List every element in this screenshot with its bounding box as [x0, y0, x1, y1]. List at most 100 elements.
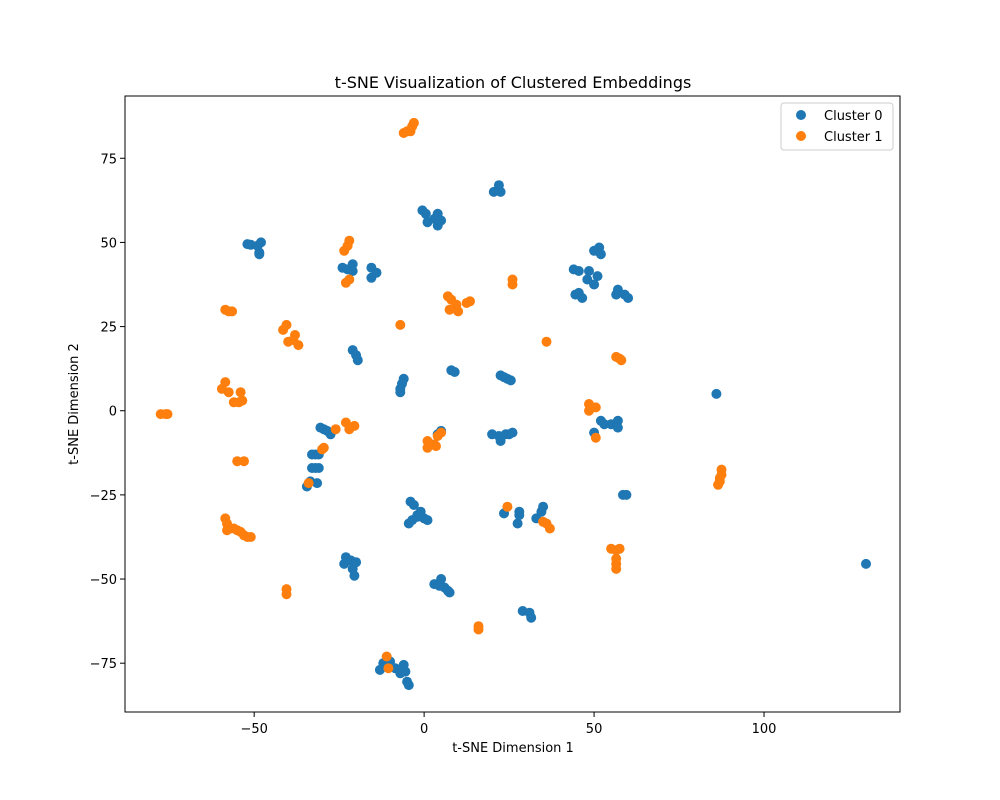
cluster-0-point: [256, 237, 266, 248]
plot-frame: [124, 95, 901, 713]
cluster-1-point: [293, 340, 304, 351]
cluster-1-point: [245, 532, 256, 542]
cluster-1-point: [590, 402, 601, 413]
cluster-0-point: [595, 249, 606, 260]
cluster-1-point: [349, 420, 360, 431]
cluster-0-point: [403, 680, 414, 691]
cluster-1-point: [383, 663, 394, 674]
legend: Cluster 0 Cluster 1: [780, 102, 894, 151]
cluster-0-point: [347, 266, 358, 276]
cluster-0-point: [507, 427, 518, 438]
x-tick-label: −50: [240, 722, 267, 737]
cluster-1-point: [431, 441, 441, 452]
y-tick-label: −75: [90, 657, 117, 672]
cluster-1-point: [616, 355, 627, 366]
legend-box: [780, 102, 894, 151]
cluster-1-point: [344, 274, 355, 285]
cluster-1-point: [381, 651, 392, 662]
cluster-0-point: [422, 515, 433, 526]
cluster-1-point: [502, 501, 513, 512]
y-tick-label: −50: [90, 573, 117, 588]
cluster-1-point: [544, 523, 555, 534]
cluster-0-point: [861, 558, 871, 569]
cluster-1-point: [465, 296, 475, 307]
cluster-0-point: [366, 272, 377, 283]
cluster-1-point: [614, 543, 625, 554]
cluster-1-point: [716, 464, 727, 475]
cluster-1-point: [318, 442, 329, 453]
cluster-1-point: [590, 432, 601, 443]
cluster-1-point: [611, 563, 622, 574]
cluster-1-point: [436, 427, 447, 438]
cluster-0-point: [412, 511, 423, 522]
data-points: [155, 117, 871, 691]
cluster-0-point: [313, 463, 324, 473]
cluster-1-point: [220, 377, 231, 388]
y-axis-ticks: −75 −50 −25 0 25 50 75: [90, 152, 125, 672]
cluster-0-point: [420, 208, 431, 219]
x-tick-label: 0: [420, 722, 428, 737]
cluster-0-point: [592, 271, 603, 282]
cluster-0-point: [408, 500, 419, 510]
cluster-0-point: [611, 289, 622, 300]
cluster-0-point: [351, 557, 362, 568]
x-tick-label: 50: [586, 722, 603, 737]
cluster-0-point: [495, 186, 506, 197]
cluster-0-point: [395, 387, 406, 398]
y-axis-label: t-SNE Dimension 2: [67, 343, 82, 465]
cluster-0-point: [505, 375, 516, 386]
legend-marker-cluster-0: [796, 110, 806, 120]
cluster-0-point: [436, 215, 447, 226]
y-tick-label: 50: [100, 236, 117, 251]
cluster-1-point: [453, 306, 464, 317]
cluster-0-point: [444, 587, 455, 598]
cluster-1-point: [507, 279, 518, 290]
cluster-1-point: [408, 117, 419, 128]
x-axis-label: t-SNE Dimension 1: [452, 741, 574, 756]
cluster-1-point: [541, 336, 552, 347]
cluster-0-point: [577, 293, 588, 303]
cluster-0-point: [397, 664, 407, 675]
cluster-0-point: [612, 422, 623, 433]
cluster-0-point: [621, 489, 632, 500]
cluster-0-point: [312, 478, 323, 489]
cluster-1-point: [239, 456, 249, 467]
cluster-0-point: [623, 293, 634, 303]
cluster-0-point: [449, 367, 460, 377]
cluster-1-point: [290, 330, 300, 340]
cluster-1-point: [233, 397, 244, 408]
y-tick-label: 75: [100, 152, 117, 167]
cluster-0-point: [711, 388, 722, 399]
cluster-0-point: [352, 355, 363, 366]
cluster-0-point: [512, 518, 523, 529]
cluster-0-point: [573, 266, 584, 276]
cluster-0-point: [254, 249, 265, 260]
cluster-1-point: [162, 409, 173, 420]
x-tick-label: 100: [752, 722, 777, 737]
cluster-1-point: [344, 235, 355, 246]
chart-title: t-SNE Visualization of Clustered Embeddi…: [335, 73, 692, 92]
legend-label-cluster-0: Cluster 0: [824, 109, 883, 124]
cluster-1-point: [303, 478, 314, 489]
y-tick-label: 25: [100, 321, 117, 336]
cluster-1-point: [473, 624, 484, 635]
cluster-1-point: [223, 387, 234, 398]
cluster-0-point: [584, 266, 594, 276]
cluster-1-point: [235, 387, 246, 398]
y-tick-label: −25: [90, 489, 117, 504]
x-axis-ticks: −50 0 50 100: [240, 712, 776, 737]
cluster-0-point: [436, 574, 447, 584]
cluster-1-point: [281, 319, 292, 330]
y-tick-label: 0: [109, 405, 117, 420]
legend-marker-cluster-1: [796, 131, 806, 141]
cluster-1-point: [281, 589, 292, 600]
cluster-0-point: [538, 501, 549, 512]
legend-label-cluster-1: Cluster 1: [824, 130, 883, 145]
cluster-0-point: [526, 612, 537, 623]
cluster-0-point: [349, 570, 360, 581]
cluster-1-point: [227, 306, 238, 317]
cluster-1-point: [395, 319, 406, 330]
cluster-1-point: [330, 424, 341, 435]
cluster-0-point: [514, 506, 525, 517]
